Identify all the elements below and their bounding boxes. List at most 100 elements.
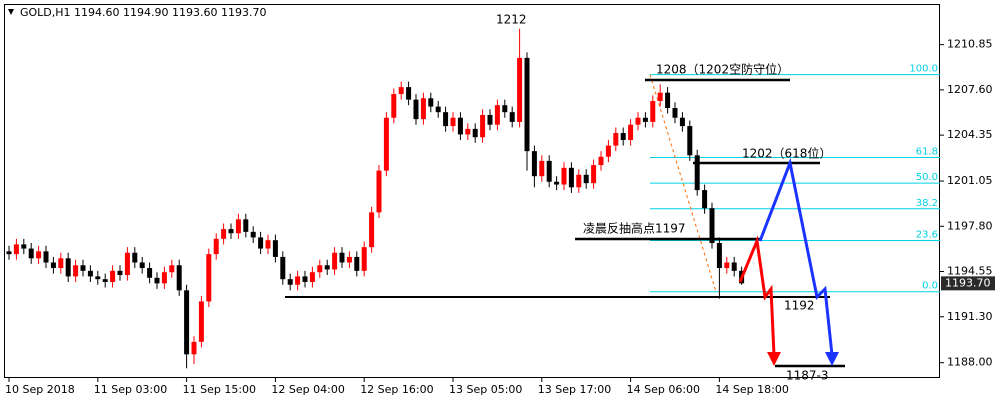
candle-body bbox=[443, 112, 449, 127]
candle-body bbox=[191, 341, 197, 355]
y-tick-label: 1204.35 bbox=[947, 128, 993, 141]
chart-title: GOLD,H1 1194.60 1194.90 1193.60 1193.70 bbox=[20, 6, 267, 19]
candle-body bbox=[235, 219, 241, 234]
candle-body bbox=[702, 190, 708, 209]
candle-body bbox=[132, 252, 138, 263]
candle-body bbox=[258, 237, 264, 249]
fib618-label: 1202（618位） bbox=[742, 146, 831, 161]
candle-body bbox=[361, 247, 367, 271]
y-tick-label: 1201.05 bbox=[947, 174, 993, 187]
candle-body bbox=[731, 262, 737, 271]
candle-body bbox=[250, 231, 256, 238]
candle-body bbox=[332, 252, 338, 270]
candle-body bbox=[243, 219, 249, 232]
candle-body bbox=[494, 105, 500, 125]
candle-body bbox=[13, 244, 19, 255]
red-arrowhead bbox=[767, 352, 781, 366]
candle-body bbox=[346, 256, 352, 263]
resistance-label: 1208（1202空防守位） bbox=[656, 62, 789, 77]
candle-body bbox=[531, 151, 537, 177]
candle-body bbox=[687, 126, 693, 156]
candle-body bbox=[354, 256, 360, 271]
x-tick-label: 14 Sep 18:00 bbox=[715, 383, 788, 396]
candle-body bbox=[546, 160, 552, 182]
x-tick-label: 12 Sep 04:00 bbox=[271, 383, 344, 396]
candle-body bbox=[339, 252, 345, 263]
title-icon bbox=[8, 9, 14, 15]
candle-body bbox=[524, 57, 530, 152]
candle-body bbox=[213, 238, 219, 255]
candle-body bbox=[309, 272, 315, 282]
candle-body bbox=[169, 265, 175, 273]
candle-body bbox=[198, 301, 204, 342]
candle-body bbox=[472, 128, 478, 138]
candle-body bbox=[517, 57, 523, 122]
candle-body bbox=[398, 87, 404, 95]
candle-body bbox=[583, 174, 589, 184]
rebound-label: 凌晨反抽高点1197 bbox=[583, 221, 686, 236]
candle-body bbox=[605, 145, 611, 157]
candle-body bbox=[406, 87, 412, 100]
y-tick-label: 1210.85 bbox=[947, 38, 993, 51]
last-price-label: 1193.70 bbox=[945, 276, 991, 289]
candle-body bbox=[376, 170, 382, 213]
candle-body bbox=[369, 212, 375, 248]
y-tick-label: 1207.60 bbox=[947, 83, 993, 96]
fib-level-label: 38.2 bbox=[916, 198, 938, 209]
target-label: 1187-3 bbox=[786, 369, 829, 383]
candle-body bbox=[716, 242, 722, 269]
candle-body bbox=[539, 160, 545, 177]
red-projection bbox=[738, 235, 776, 356]
candle-body bbox=[295, 276, 301, 285]
candle-body bbox=[665, 92, 671, 108]
candle-body bbox=[694, 155, 700, 191]
candle-body bbox=[287, 279, 293, 285]
candle-body bbox=[628, 124, 634, 141]
y-tick-label: 1188.00 bbox=[947, 356, 993, 369]
candle-body bbox=[450, 117, 456, 127]
x-tick-label: 13 Sep 17:00 bbox=[538, 383, 611, 396]
candle-body bbox=[591, 165, 597, 184]
candle-body bbox=[147, 268, 153, 278]
x-tick-label: 12 Sep 16:00 bbox=[360, 383, 433, 396]
candle-body bbox=[480, 114, 486, 138]
blue-projection bbox=[758, 157, 834, 356]
candle-body bbox=[73, 265, 79, 277]
candle-body bbox=[502, 105, 508, 113]
candle-body bbox=[228, 229, 234, 234]
candle-body bbox=[709, 208, 715, 243]
annotations: 1212 1208（1202空防守位） 1202（618位） 凌晨反抽高点119… bbox=[285, 13, 845, 383]
x-tick-label: 14 Sep 06:00 bbox=[627, 383, 700, 396]
support-label: 1192 bbox=[784, 299, 815, 313]
fib-level-label: 100.0 bbox=[909, 64, 938, 75]
fib-trendline bbox=[649, 74, 717, 292]
blue-arrowhead bbox=[825, 352, 839, 366]
x-tick-label: 13 Sep 05:00 bbox=[449, 383, 522, 396]
candle-body bbox=[657, 92, 663, 102]
candle-body bbox=[420, 98, 426, 120]
candle-body bbox=[139, 262, 145, 269]
candle-body bbox=[58, 258, 64, 269]
candle-body bbox=[87, 270, 93, 277]
candle-body bbox=[65, 258, 71, 277]
candle-body bbox=[413, 99, 419, 120]
fib-level-label: 50.0 bbox=[916, 172, 938, 183]
plot-frame bbox=[4, 4, 940, 378]
candle-body bbox=[428, 98, 434, 107]
candle-body bbox=[487, 114, 493, 125]
y-tick-label: 1194.55 bbox=[947, 265, 993, 278]
candle-body bbox=[642, 117, 648, 122]
candle-body bbox=[36, 251, 42, 259]
y-tick-label: 1197.80 bbox=[947, 219, 993, 232]
candle-body bbox=[124, 252, 130, 276]
candle-body bbox=[28, 248, 34, 259]
candle-body bbox=[568, 167, 574, 188]
peak-label: 1212 bbox=[496, 13, 527, 27]
candle-body bbox=[620, 133, 626, 141]
candle-body bbox=[206, 254, 212, 302]
fib-level-label: 23.6 bbox=[916, 229, 938, 240]
candle-body bbox=[465, 128, 471, 135]
candle-body bbox=[598, 156, 604, 166]
candle-body bbox=[509, 112, 515, 122]
